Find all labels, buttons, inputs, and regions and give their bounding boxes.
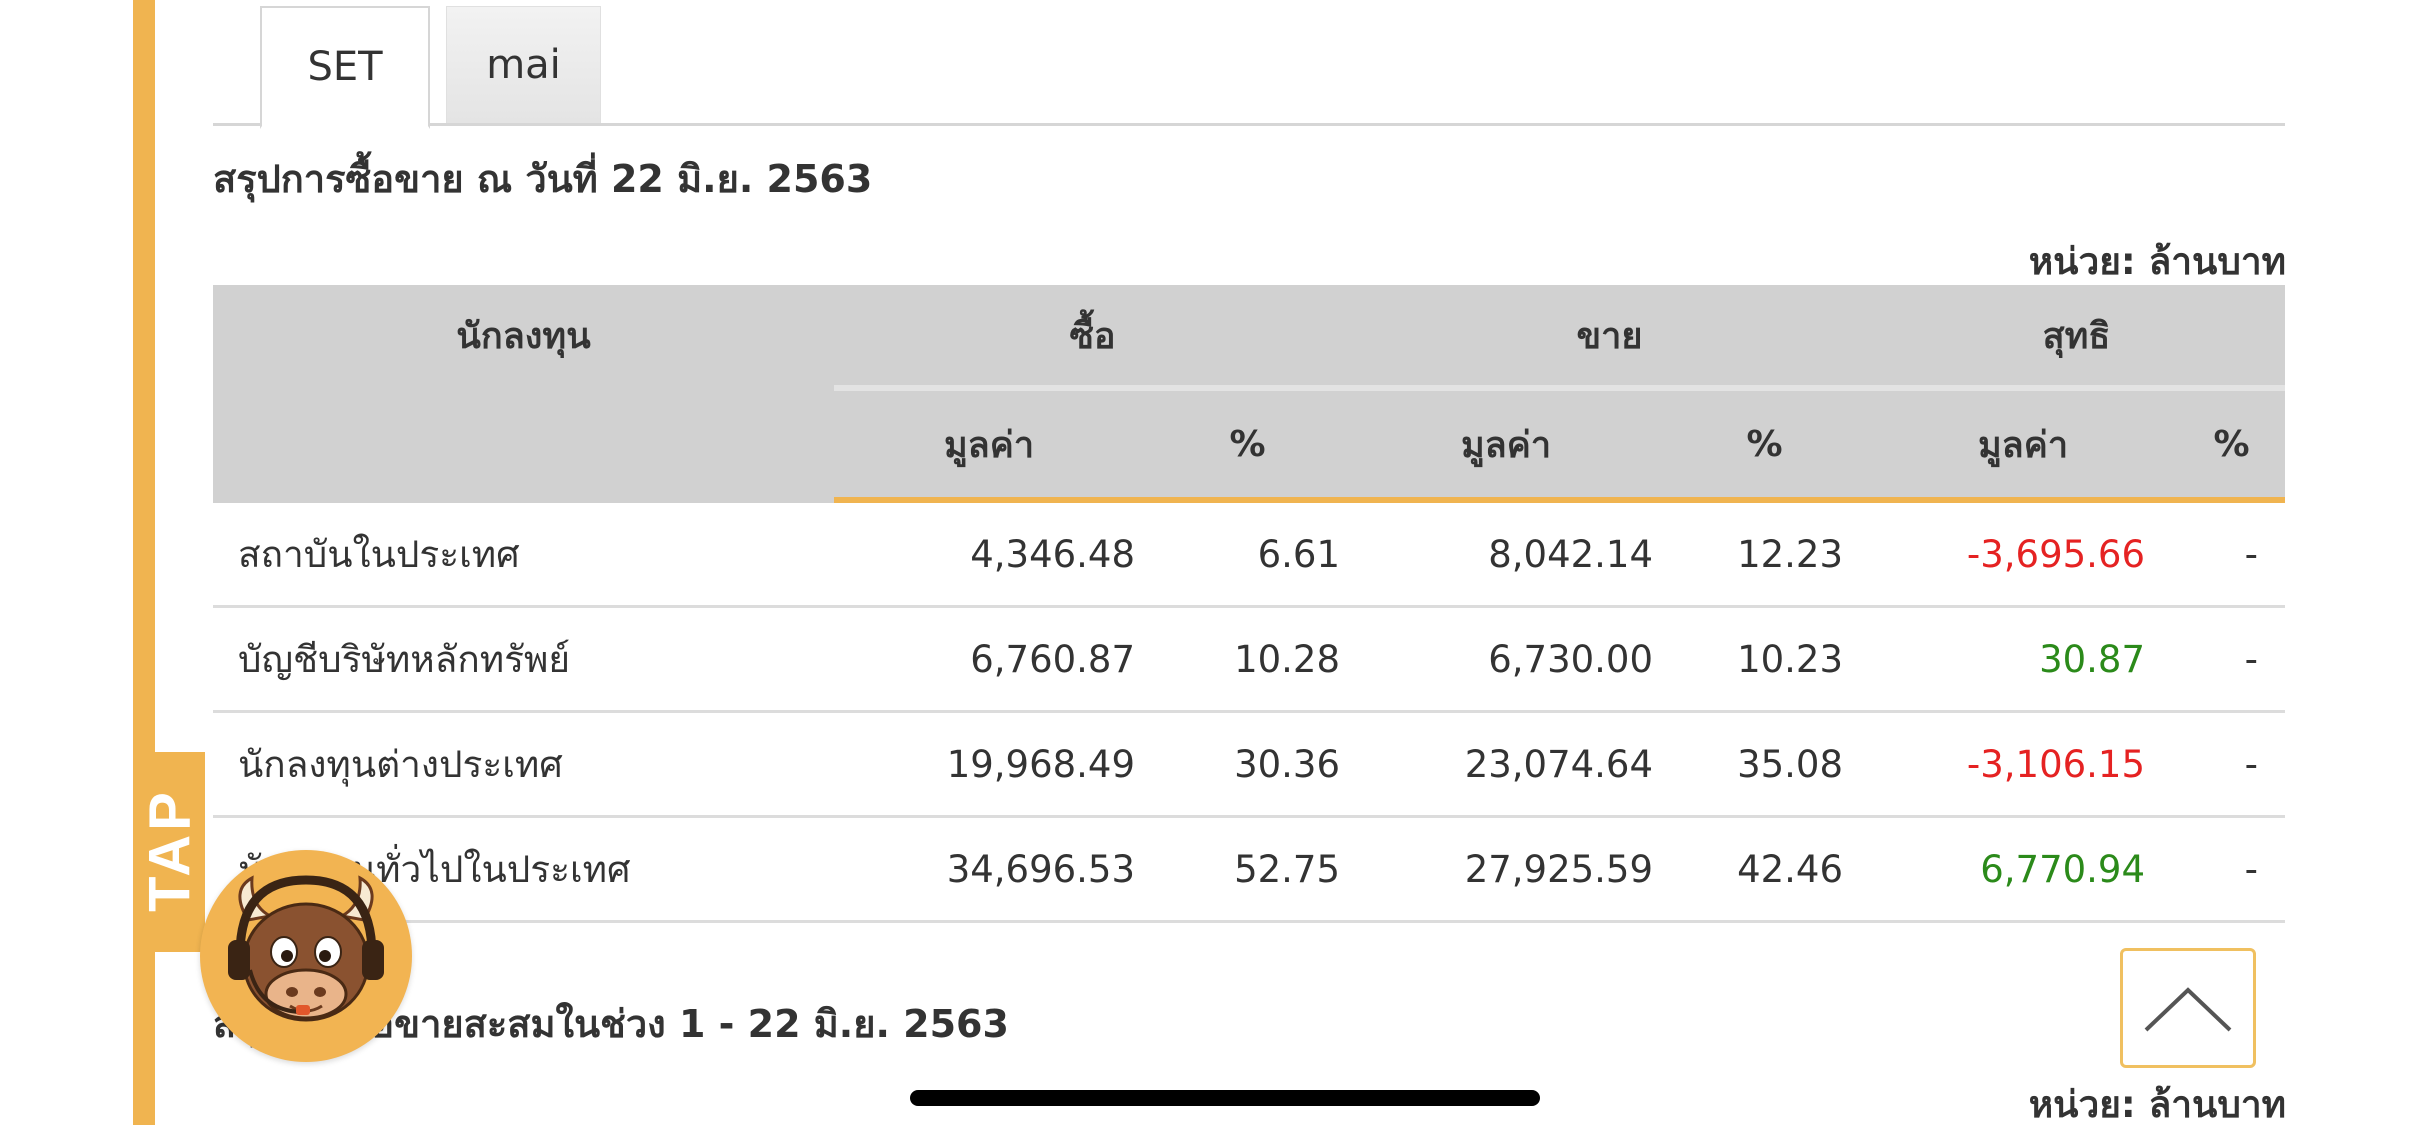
row-buy-value: 19,968.49 <box>946 742 1135 786</box>
scroll-to-top-button[interactable] <box>2120 948 2256 1068</box>
row-investor: สถาบันในประเทศ <box>238 532 520 576</box>
table-row: นักลงทุนต่างประเทศ 19,968.49 30.36 23,07… <box>213 713 2285 818</box>
row-buy-value: 6,760.87 <box>970 637 1135 681</box>
chevron-up-icon <box>2144 987 2232 1032</box>
side-accent-bar <box>133 0 155 1125</box>
row-buy-percent: 6.61 <box>1257 532 1340 576</box>
tap-side-tab[interactable] <box>133 752 205 952</box>
daily-summary-title: สรุปการซื้อขาย ณ วันที่ 22 มิ.ย. 2563 <box>213 157 873 201</box>
row-sell-value: 27,925.59 <box>1464 847 1653 891</box>
row-sell-percent: 42.46 <box>1737 847 1843 891</box>
row-net-percent: - <box>2244 532 2258 576</box>
row-sell-percent: 12.23 <box>1737 532 1843 576</box>
header-sell-value: มูลค่า <box>1460 424 1552 466</box>
row-sell-percent: 35.08 <box>1737 742 1843 786</box>
row-investor: บัญชีบริษัทหลักทรัพย์ <box>238 637 571 681</box>
daily-unit-label: หน่วย: ล้านบาท <box>2028 240 2286 283</box>
row-net-value: -3,106.15 <box>1966 742 2145 786</box>
row-net-value: 6,770.94 <box>1980 847 2145 891</box>
row-sell-value: 8,042.14 <box>1488 532 1653 576</box>
header-sell-percent: % <box>1746 423 1783 465</box>
header-net-value: มูลค่า <box>1977 424 2069 466</box>
header-buy: ซื้อ <box>1069 315 1116 357</box>
row-net-value: 30.87 <box>2039 637 2145 681</box>
row-buy-percent: 30.36 <box>1234 742 1340 786</box>
header-net-percent: % <box>2213 423 2250 465</box>
row-sell-percent: 10.23 <box>1737 637 1843 681</box>
row-net-value: -3,695.66 <box>1966 532 2145 576</box>
bull-mascot-icon[interactable] <box>200 850 412 1062</box>
header-buy-percent: % <box>1229 423 1266 465</box>
tab-set[interactable]: SET <box>260 6 430 129</box>
row-investor: นักลงทุนต่างประเทศ <box>238 742 563 786</box>
row-buy-percent: 52.75 <box>1234 847 1340 891</box>
row-net-percent: - <box>2244 637 2258 681</box>
row-sell-value: 6,730.00 <box>1488 637 1653 681</box>
trade-summary-table: นักลงทุน ซื้อ ขาย สุทธิ มูลค่า % มูลค่า … <box>213 285 2285 923</box>
header-sell: ขาย <box>1576 315 1643 357</box>
header-divider <box>834 385 2285 391</box>
table-body: สถาบันในประเทศ 4,346.48 6.61 8,042.14 12… <box>213 503 2285 923</box>
header-buy-value: มูลค่า <box>943 424 1035 466</box>
row-buy-value: 4,346.48 <box>970 532 1135 576</box>
row-sell-value: 23,074.64 <box>1464 742 1653 786</box>
table-row: สถาบันในประเทศ 4,346.48 6.61 8,042.14 12… <box>213 503 2285 608</box>
header-net: สุทธิ <box>2042 315 2111 357</box>
tab-mai[interactable]: mai <box>446 6 601 123</box>
row-buy-value: 34,696.53 <box>946 847 1135 891</box>
home-indicator[interactable] <box>910 1090 1540 1106</box>
row-net-percent: - <box>2244 847 2258 891</box>
tap-label: TAP <box>137 788 203 912</box>
cumulative-unit-label: หน่วย: ล้านบาท <box>2028 1083 2286 1125</box>
row-net-percent: - <box>2244 742 2258 786</box>
table-row: นักลงทุนทั่วไปในประเทศ 34,696.53 52.75 2… <box>213 818 2285 923</box>
table-header: นักลงทุน ซื้อ ขาย สุทธิ มูลค่า % มูลค่า … <box>213 285 2285 503</box>
market-tabs: SET mai <box>213 0 2285 129</box>
row-buy-percent: 10.28 <box>1234 637 1340 681</box>
header-investor: นักลงทุน <box>456 315 591 357</box>
table-row: บัญชีบริษัทหลักทรัพย์ 6,760.87 10.28 6,7… <box>213 608 2285 713</box>
header-accent-line <box>834 497 2285 503</box>
